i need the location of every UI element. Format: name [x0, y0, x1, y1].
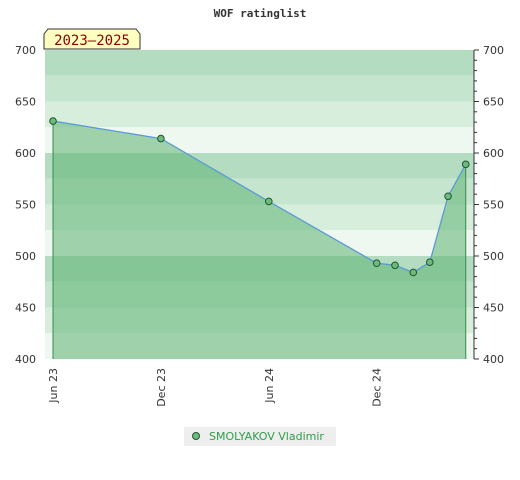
data-point	[391, 261, 399, 270]
background-band	[45, 75, 474, 102]
y-tick-label-right: 450	[483, 302, 504, 315]
y-tick-label-right: 650	[483, 96, 504, 109]
y-tick-label-left: 500	[15, 250, 36, 263]
data-point	[372, 259, 381, 268]
y-tick-label-left: 650	[15, 96, 36, 109]
y-tick-label-right: 550	[483, 199, 504, 212]
y-tick-label-right: 700	[483, 44, 504, 57]
data-point	[265, 197, 273, 206]
x-tick-label: Dec 23	[155, 368, 168, 407]
y-tick-label-right: 500	[483, 250, 504, 263]
chart-title: WOF ratinglist	[214, 7, 307, 20]
data-point	[157, 134, 165, 143]
data-point	[409, 268, 418, 277]
legend: SMOLYAKOV Vladimir	[184, 427, 336, 446]
x-tick-label: Jun 23	[47, 368, 60, 404]
y-tick-label-left: 600	[15, 147, 36, 160]
range-badge-text: 2023–2025	[54, 33, 130, 49]
y-tick-label-right: 400	[483, 353, 504, 366]
data-point	[461, 160, 470, 169]
data-markers	[49, 117, 470, 277]
x-tick-label: Dec 24	[371, 368, 384, 407]
series-area	[53, 121, 466, 359]
background-band	[45, 50, 474, 76]
legend-series-name: SMOLYAKOV Vladimir	[209, 430, 324, 443]
right-axis: 400 450 500 550 600 650 700	[473, 44, 504, 366]
y-tick-label-left: 700	[15, 44, 36, 57]
legend-box	[184, 427, 336, 446]
background-band	[45, 101, 474, 128]
y-tick-label-left: 450	[15, 302, 36, 315]
x-axis: Jun 23 Dec 23 Jun 24 Dec 24	[47, 368, 384, 407]
y-tick-label-left: 400	[15, 353, 36, 366]
y-tick-label-right: 600	[483, 147, 504, 160]
x-tick-label: Jun 24	[263, 368, 276, 404]
legend-marker	[192, 432, 200, 440]
data-point	[444, 192, 452, 201]
range-badge: 2023–2025	[43, 28, 141, 50]
data-point	[425, 258, 434, 266]
data-point	[49, 117, 57, 125]
y-tick-label-left: 550	[15, 199, 36, 212]
range-badge-box	[43, 28, 141, 50]
left-axis: 400 450 500 550 600 650 700	[15, 44, 36, 366]
